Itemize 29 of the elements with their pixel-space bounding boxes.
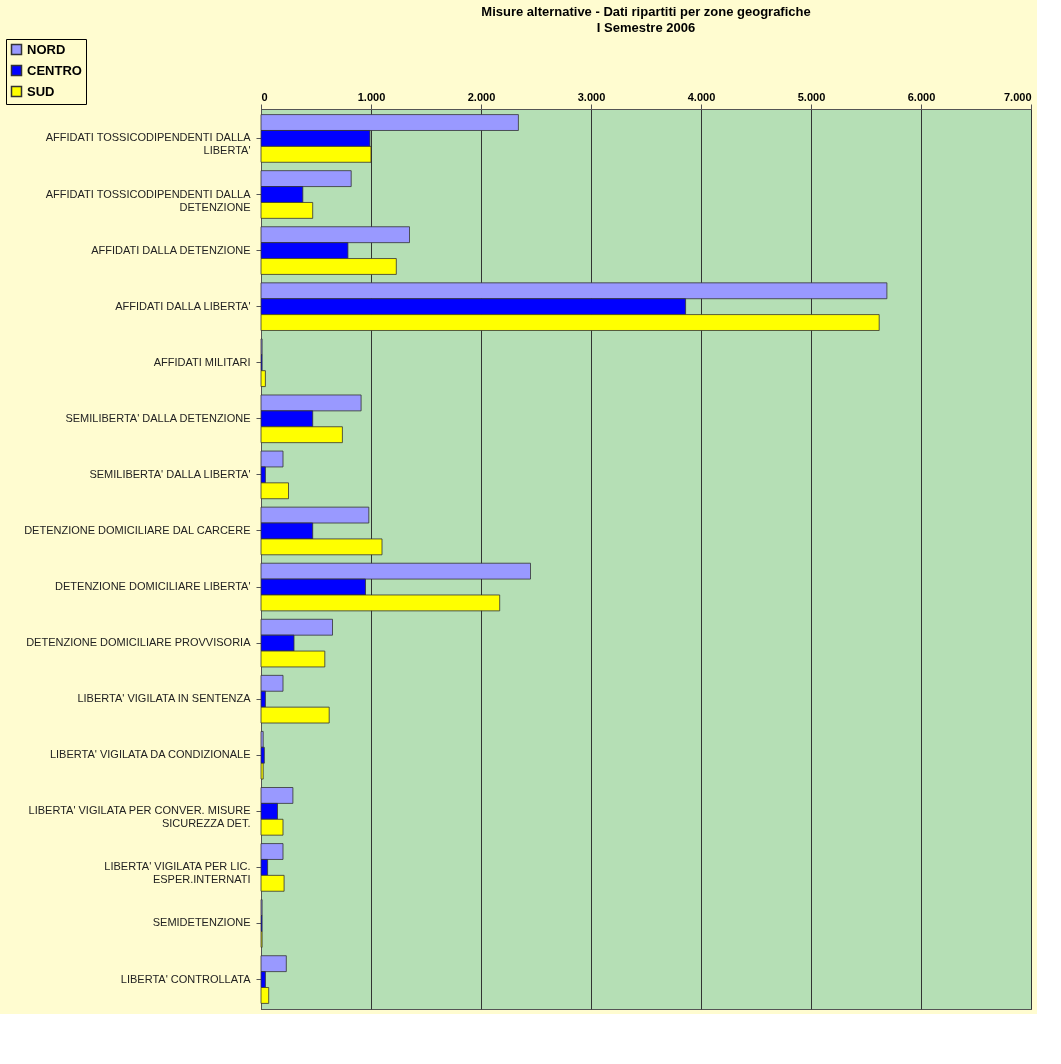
- y-tick-label: LIBERTA' VIGILATA PER LIC. ESPER.INTERNATI: [104, 860, 251, 886]
- y-tick-label: AFFIDATI DALLA LIBERTA': [115, 299, 251, 312]
- y-tick-label: AFFIDATI MILITARI: [153, 355, 251, 368]
- y-tick-label: LIBERTA' VIGILATA PER CONVER. MISURE SICUREZZA DET.: [28, 804, 251, 830]
- y-tick-label: DETENZIONE DOMICILIARE DAL CARCERE: [24, 523, 251, 536]
- x-tick-label: 2.000: [467, 90, 496, 103]
- x-tick-label: 7.000: [1003, 90, 1032, 103]
- x-tick-label: 5.000: [797, 90, 826, 103]
- chart-subtitle: I Semestre 2006: [596, 19, 696, 35]
- y-tick-label: AFFIDATI DALLA DETENZIONE: [91, 243, 251, 256]
- legend-label: NORD: [27, 41, 66, 57]
- y-tick-label: AFFIDATI TOSSICODIPENDENTI DALLA LIBERTA': [45, 131, 252, 157]
- x-tick-label: 3.000: [577, 90, 606, 103]
- y-tick-label: LIBERTA' VIGILATA IN SENTENZA: [77, 692, 252, 705]
- x-tick-label: 0: [261, 90, 268, 103]
- x-tick-label: 6.000: [907, 90, 936, 103]
- y-tick-label: AFFIDATI TOSSICODIPENDENTI DALLA DETENZIONE: [45, 187, 252, 213]
- x-tick-label: 1.000: [357, 90, 386, 103]
- chart-title: Misure alternative - Dati ripartiti per zone geografiche: [481, 3, 811, 19]
- legend-label: CENTRO: [27, 62, 82, 78]
- y-tick-label: SEMILIBERTA' DALLA DETENZIONE: [65, 411, 251, 424]
- y-tick-label: LIBERTA' VIGILATA DA CONDIZIONALE: [49, 748, 251, 761]
- y-tick-label: LIBERTA' CONTROLLATA: [120, 972, 252, 985]
- x-tick-label: 4.000: [687, 90, 716, 103]
- legend-label: SUD: [27, 83, 55, 99]
- y-tick-label: SEMILIBERTA' DALLA LIBERTA': [89, 467, 251, 480]
- y-tick-label: DETENZIONE DOMICILIARE LIBERTA': [55, 580, 251, 593]
- y-tick-label: DETENZIONE DOMICILIARE PROVVISORIA: [26, 636, 252, 649]
- y-tick-label: SEMIDETENZIONE: [152, 916, 251, 929]
